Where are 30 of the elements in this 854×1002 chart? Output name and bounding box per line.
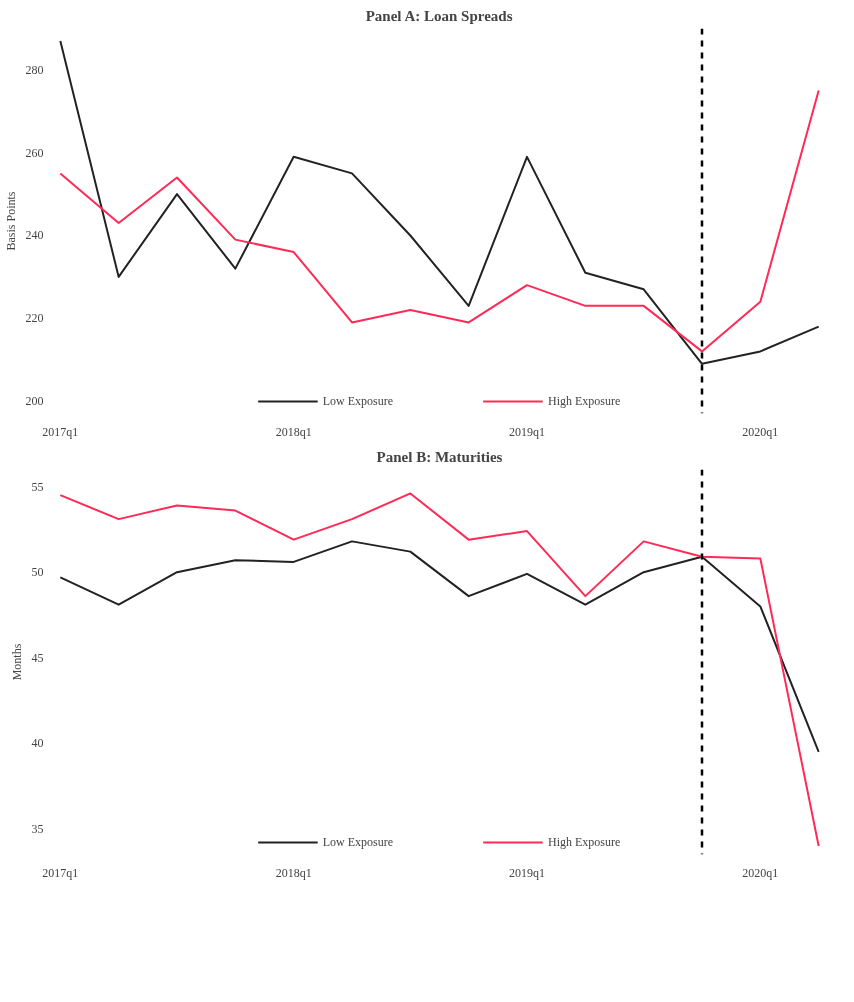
- legend-label: High Exposure: [548, 393, 621, 409]
- y-tick-label: 45: [31, 650, 44, 665]
- y-axis-title: Basis Points: [3, 191, 18, 251]
- line-series: [59, 540, 820, 753]
- line-series: [59, 39, 820, 365]
- x-tick-label: 2019q1: [509, 865, 545, 880]
- y-tick-label: 50: [31, 565, 44, 580]
- y-tick-label: 240: [25, 228, 44, 243]
- y-tick-label: 280: [25, 62, 44, 77]
- x-tick-label: 2017q1: [42, 865, 79, 880]
- y-tick-label: 220: [25, 311, 44, 326]
- chart-title: Panel B: Maturities: [376, 448, 503, 465]
- y-tick-label: 260: [25, 145, 44, 160]
- legend-label: Low Exposure: [322, 393, 393, 409]
- x-tick-label: 2020q1: [742, 865, 779, 880]
- y-axis-title: Months: [9, 643, 24, 681]
- chart-title: Panel A: Loan Spreads: [365, 7, 513, 24]
- x-tick-label: 2019q1: [509, 424, 545, 439]
- y-tick-label: 40: [31, 736, 44, 751]
- line-series: [59, 89, 820, 353]
- x-tick-label: 2017q1: [42, 424, 79, 439]
- y-tick-label: 55: [31, 479, 44, 494]
- x-tick-label: 2020q1: [742, 424, 779, 439]
- legend-label: High Exposure: [548, 834, 621, 850]
- line-series: [59, 492, 820, 847]
- y-tick-label: 35: [31, 821, 44, 836]
- y-tick-label: 200: [25, 394, 44, 409]
- x-tick-label: 2018q1: [275, 865, 312, 880]
- legend-label: Low Exposure: [322, 834, 393, 850]
- x-tick-label: 2018q1: [275, 424, 312, 439]
